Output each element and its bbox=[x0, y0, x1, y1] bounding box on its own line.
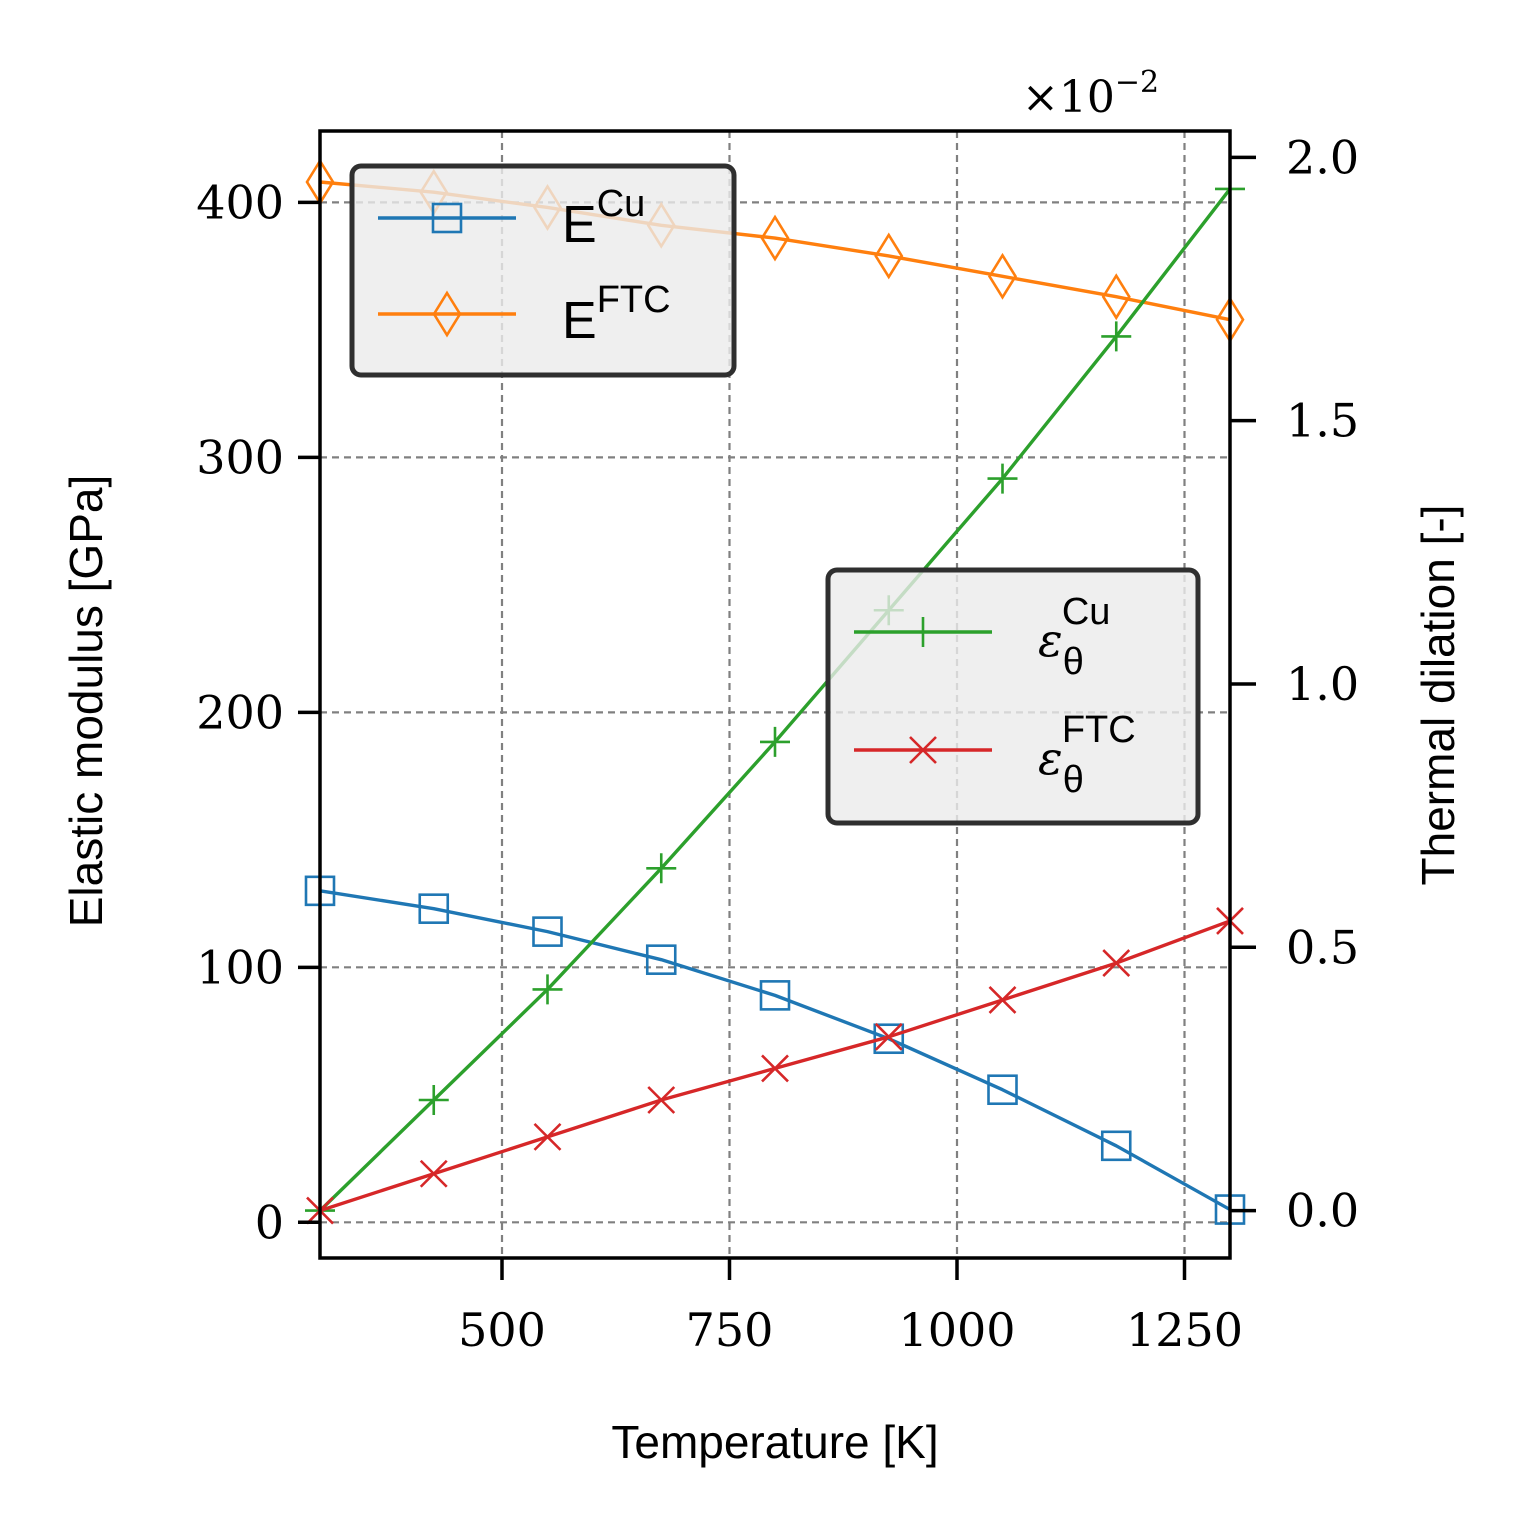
data-point-marker bbox=[647, 1086, 676, 1114]
y2-tick-label: 0.0 bbox=[1286, 1184, 1359, 1238]
legend-label-base: E bbox=[562, 292, 597, 350]
data-point-marker bbox=[1101, 273, 1131, 321]
legend-label-sup: Cu bbox=[1062, 591, 1111, 633]
legend-label-base: ε bbox=[1038, 731, 1063, 785]
data-point-marker bbox=[761, 1054, 789, 1083]
legend-label: εθ FTC bbox=[1038, 709, 1136, 801]
x-tick-label: 750 bbox=[686, 1303, 774, 1357]
legend-marker bbox=[909, 736, 937, 764]
legend-label-base: E bbox=[562, 196, 597, 254]
legend-marker bbox=[908, 617, 938, 647]
data-point-marker bbox=[760, 214, 790, 262]
data-point-marker bbox=[532, 916, 563, 947]
x-axis: 500 750 1000 1250 bbox=[458, 1258, 1243, 1357]
series-line bbox=[319, 889, 1231, 1212]
y-tick-label: 0 bbox=[255, 1195, 284, 1249]
data-point-marker bbox=[1101, 321, 1132, 352]
series-ε-FTC bbox=[306, 907, 1244, 1225]
data-point-marker bbox=[1100, 1130, 1132, 1162]
legend-box bbox=[825, 567, 1201, 826]
series-layer bbox=[304, 158, 1246, 1226]
data-point-marker bbox=[533, 1122, 562, 1151]
data-point-marker bbox=[645, 944, 677, 975]
y2-multiplier-exponent: −2 bbox=[1115, 65, 1159, 100]
legend-label-base: ε bbox=[1038, 613, 1063, 667]
y2-axis-label: Thermal dilation [-] bbox=[1412, 505, 1464, 886]
data-point-marker bbox=[987, 252, 1018, 300]
y-tick-label: 400 bbox=[196, 175, 284, 229]
y-axis-right: 0.0 0.5 1.0 1.5 2.0 bbox=[1230, 130, 1359, 1238]
y2-multiplier-base: ×10 bbox=[1022, 72, 1115, 123]
legend-box bbox=[349, 163, 737, 378]
x-axis-label: Temperature [K] bbox=[611, 1416, 938, 1468]
data-point-marker bbox=[988, 986, 1017, 1014]
legend-marker bbox=[432, 290, 462, 338]
legend-marker bbox=[431, 202, 463, 234]
y-axis-label: Elastic modulus [GPa] bbox=[60, 475, 112, 928]
data-point-marker bbox=[759, 980, 791, 1011]
legend-label: ECu bbox=[562, 183, 645, 254]
y-axis-left: 0 100 200 300 400 bbox=[196, 175, 320, 1249]
data-point-marker bbox=[418, 1085, 449, 1116]
y-tick-label: 300 bbox=[196, 430, 284, 484]
legend-label-sub: θ bbox=[1063, 759, 1084, 801]
data-point-marker bbox=[532, 974, 563, 1005]
legend-label-sup: FTC bbox=[1062, 709, 1136, 751]
data-point-marker bbox=[874, 232, 904, 280]
legend-label-sub: θ bbox=[1063, 641, 1084, 683]
y2-tick-label: 1.5 bbox=[1286, 394, 1359, 448]
x-tick-label: 1250 bbox=[1126, 1303, 1243, 1357]
data-point-marker bbox=[874, 1022, 903, 1051]
y2-tick-label: 1.0 bbox=[1286, 657, 1359, 711]
legend-label: EFTC bbox=[562, 279, 671, 350]
series-E-Cu bbox=[304, 875, 1246, 1225]
data-point-marker bbox=[419, 1159, 448, 1188]
data-point-marker bbox=[760, 726, 790, 757]
y2-tick-label: 0.5 bbox=[1286, 920, 1359, 974]
legend-label-sup: Cu bbox=[597, 183, 646, 225]
series-line bbox=[319, 919, 1231, 1213]
data-point-marker bbox=[646, 853, 677, 884]
x-tick-label: 500 bbox=[458, 1303, 546, 1357]
data-point-marker bbox=[987, 1074, 1018, 1106]
legend-label: εθ Cu bbox=[1038, 591, 1110, 683]
y-tick-label: 100 bbox=[196, 940, 284, 994]
y2-tick-label: 2.0 bbox=[1286, 130, 1359, 184]
x-tick-label: 1000 bbox=[898, 1303, 1015, 1357]
data-point-marker bbox=[418, 893, 450, 924]
data-point-marker bbox=[1102, 949, 1131, 978]
data-point-marker bbox=[987, 463, 1018, 494]
y2-multiplier: ×10−2 bbox=[1022, 65, 1159, 123]
legend-label-sup: FTC bbox=[597, 279, 671, 321]
data-point-marker bbox=[873, 1023, 905, 1055]
plot-frame bbox=[318, 129, 1232, 1260]
y-tick-label: 200 bbox=[196, 685, 284, 739]
